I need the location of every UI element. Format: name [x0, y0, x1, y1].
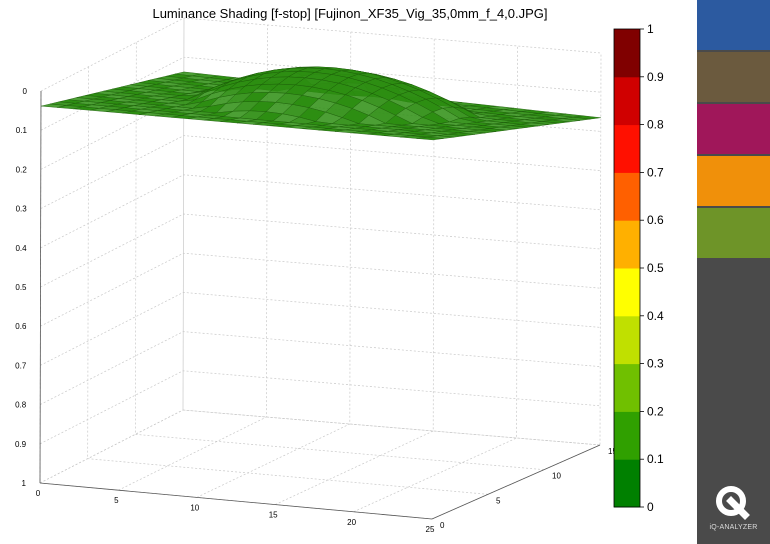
gridline-z — [40, 213, 601, 288]
x-tick-label: 25 — [426, 525, 435, 534]
surface-mesh — [40, 66, 601, 141]
y-tick-label: 15 — [608, 447, 617, 456]
swatch-brown — [697, 52, 770, 102]
colorbar-segment — [614, 315, 640, 365]
x-axis-line — [39, 482, 433, 520]
colorbar-segment — [614, 459, 640, 508]
x-tick-label: 5 — [114, 496, 119, 505]
colorbar-tick-label: 0.6 — [647, 213, 664, 227]
colorbar-segment — [614, 411, 640, 460]
colorbar-segment — [614, 29, 640, 78]
gridline-z — [40, 292, 601, 366]
colorbar-tick-label: 0.7 — [647, 165, 664, 179]
chart-title: Luminance Shading [f-stop] [Fujinon_XF35… — [152, 6, 548, 21]
colorbar-tick-label: 0.4 — [647, 309, 664, 323]
gridline-x — [353, 45, 518, 513]
z-tick-label: 0.8 — [15, 401, 27, 410]
z-tick-label: 0.9 — [15, 440, 27, 449]
z-tick-label: 0.5 — [15, 283, 27, 292]
colorbar-segment — [614, 172, 640, 221]
gridline-z — [40, 331, 601, 405]
colorbar-segment — [614, 220, 640, 269]
colorbar-segment — [614, 124, 640, 173]
z-tick-label: 0.1 — [16, 126, 28, 135]
gridline-z — [40, 174, 601, 249]
z-tick-label: 0.3 — [16, 205, 28, 214]
y-tick-label: 10 — [552, 472, 561, 481]
swatch-green — [697, 208, 770, 258]
gridline-z — [40, 252, 601, 327]
colorbar-tick-label: 0.8 — [647, 118, 664, 132]
colorbar-tick-label: 0.2 — [647, 404, 664, 418]
swatch-magenta — [697, 104, 770, 154]
colorbar-tick-label: 0.3 — [647, 357, 664, 371]
surface-cell — [416, 136, 444, 141]
z-tick-label: 0.2 — [16, 165, 28, 174]
x-tick-label: 10 — [190, 503, 199, 512]
gridline-y — [134, 42, 545, 471]
x-tick-label: 15 — [269, 511, 278, 520]
x-tick-label: 0 — [36, 489, 41, 498]
z-tick-label: 1 — [22, 479, 27, 488]
colorbar: 0 0.1 0.2 0.3 0.4 0.5 0.6 0.7 0.8 0.9 1 — [613, 22, 664, 514]
sidebar: iQ-ANALYZER — [697, 0, 770, 544]
z-tick-label: 0.7 — [15, 361, 27, 370]
colorbar-segment — [614, 76, 640, 126]
colorbar-tick-label: 1 — [647, 22, 654, 36]
iq-analyzer-logo-icon — [716, 486, 750, 520]
z-tick-label: 0 — [23, 87, 28, 96]
z-tick-label: 0.6 — [15, 322, 27, 331]
gridline-z — [39, 370, 601, 445]
colorbar-segment — [614, 268, 640, 317]
colorbar-tick-label: 0.5 — [647, 261, 664, 275]
z-axis-line — [39, 90, 42, 484]
gridline-y — [39, 90, 433, 520]
gridline-z — [39, 409, 601, 484]
y-axis-line — [431, 444, 601, 520]
grid-layer — [39, 17, 602, 520]
colorbar-tick-label: 0.1 — [647, 452, 664, 466]
z-tick-label: 0.4 — [15, 244, 27, 253]
y-tick-label: 5 — [496, 496, 501, 505]
brand-label: iQ-ANALYZER — [709, 524, 758, 531]
x-tick-label: 20 — [347, 518, 356, 527]
colorbar-tick-label: 0.9 — [647, 70, 664, 84]
swatch-blue — [697, 0, 770, 50]
gridline-y — [87, 66, 489, 495]
swatch-orange — [697, 156, 770, 206]
gridline-x — [118, 24, 268, 491]
gridline-z — [40, 135, 601, 209]
axis-layer: 0 5 10 15 20 25 0 5 10 15 0 0.1 0.2 0.3 0.4 0.5 0.6 0.7 0.… — [15, 87, 617, 534]
y-tick-label: 0 — [440, 521, 445, 530]
colorbar-segment — [614, 363, 640, 412]
colorbar-tick-label: 0 — [647, 500, 654, 514]
